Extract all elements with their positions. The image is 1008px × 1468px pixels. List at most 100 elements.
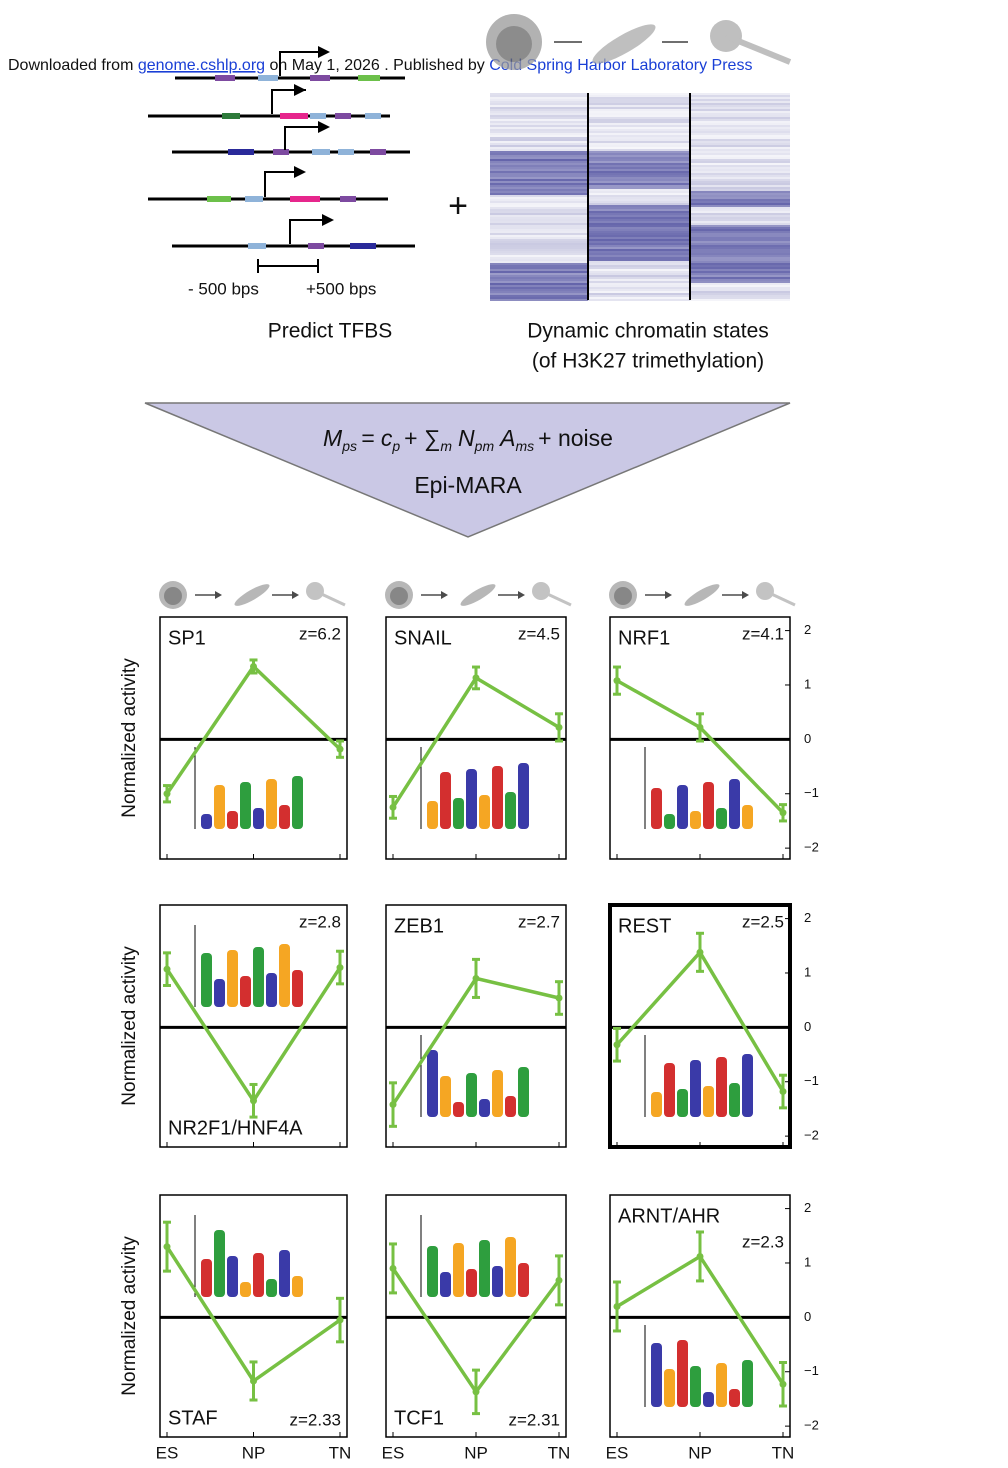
heatmap-row — [690, 159, 790, 161]
heatmap-row — [588, 129, 690, 131]
heatmap-row — [490, 105, 588, 107]
heatmap-row — [588, 191, 690, 193]
logo-letter — [240, 1282, 251, 1297]
heatmap-row — [588, 173, 690, 175]
logo-letter — [729, 1083, 740, 1117]
heatmap-row — [588, 113, 690, 115]
heatmap-row — [490, 111, 588, 113]
heatmap-row — [690, 273, 790, 275]
heatmap-row — [588, 187, 690, 189]
heatmap-row — [490, 293, 588, 295]
heatmap-row — [490, 205, 588, 207]
heatmap-row — [690, 269, 790, 271]
heatmap-row — [690, 265, 790, 267]
heatmap-row — [690, 299, 790, 301]
cell-icon — [614, 587, 632, 605]
y-tick-label: −1 — [804, 1363, 819, 1378]
activity-point — [337, 746, 344, 753]
heatmap-row — [490, 219, 588, 221]
tfbs-label: Predict TFBS — [268, 320, 392, 343]
heatmap-row — [690, 133, 790, 135]
plus-sign: + — [448, 187, 468, 225]
heatmap-row — [490, 107, 588, 109]
logo-letter — [703, 1086, 714, 1117]
heatmap-row — [690, 169, 790, 171]
heatmap-row — [588, 291, 690, 293]
y-tick-label: 1 — [804, 964, 811, 979]
heatmap-row — [490, 221, 588, 223]
heatmap-row — [490, 135, 588, 137]
heatmap-row — [690, 231, 790, 233]
heatmap-row — [490, 167, 588, 169]
heatmap-row — [490, 227, 588, 229]
heatmap-row — [588, 261, 690, 263]
figure: Downloaded from genome.cshlp.org on May … — [0, 0, 1008, 1468]
heatmap-row — [490, 225, 588, 227]
logo-letter — [453, 798, 464, 829]
logo-letter — [742, 1360, 753, 1407]
formula-part: N — [458, 425, 475, 451]
sequence-logo — [195, 1215, 303, 1297]
motif-name: NRF1 — [618, 627, 670, 649]
heatmap-row — [690, 277, 790, 279]
heatmap-row — [588, 121, 690, 123]
heatmap-row — [588, 139, 690, 141]
heatmap-row — [690, 259, 790, 261]
heatmap-row — [490, 263, 588, 265]
chromatin-label: Dynamic chromatin states — [527, 320, 769, 343]
activity-point — [614, 677, 621, 684]
logo-letter — [479, 1240, 490, 1297]
activity-point — [556, 1277, 563, 1284]
cell-icon — [682, 581, 722, 610]
heatmap-row — [588, 103, 690, 105]
header-link[interactable]: genome.cshlp.org — [138, 57, 265, 74]
logo-letter — [266, 973, 277, 1007]
heatmap-row — [490, 155, 588, 157]
heatmap-row — [690, 151, 790, 153]
activity-point — [780, 809, 787, 816]
heatmap-row — [690, 239, 790, 241]
logo-letter — [518, 763, 529, 829]
heatmap-row — [588, 215, 690, 217]
heatmap-row — [690, 275, 790, 277]
chromatin-sublabel: (of H3K27 trimethylation) — [532, 350, 764, 373]
heatmap-row — [690, 213, 790, 215]
logo-letter — [729, 779, 740, 829]
heatmap-row — [490, 195, 588, 197]
heatmap-row — [490, 193, 588, 195]
heatmap-row — [490, 279, 588, 281]
heatmap-row — [690, 131, 790, 133]
heatmap-row — [490, 215, 588, 217]
heatmap-row — [490, 249, 588, 251]
heatmap-row — [690, 233, 790, 235]
heatmap-row — [588, 219, 690, 221]
heatmap-row — [690, 245, 790, 247]
heatmap-row — [588, 183, 690, 185]
y-tick-label: 1 — [804, 676, 811, 691]
heatmap-row — [490, 147, 588, 149]
activity-point — [250, 663, 257, 670]
heatmap-row — [690, 123, 790, 125]
z-score: z=2.31 — [508, 1410, 560, 1429]
promoter-diagram — [148, 46, 415, 273]
heatmap-row — [588, 185, 690, 187]
heatmap-row — [588, 259, 690, 261]
heatmap-row — [490, 251, 588, 253]
logo-letter — [492, 766, 503, 829]
heatmap-row — [490, 163, 588, 165]
heatmap-row — [690, 105, 790, 107]
arrow-head — [665, 591, 672, 599]
formula-part: ms — [515, 438, 534, 454]
heatmap-row — [588, 255, 690, 257]
heatmap-row — [690, 179, 790, 181]
sequence-logo — [645, 1325, 753, 1407]
heatmap-row — [690, 217, 790, 219]
x-tick-label: TN — [548, 1443, 571, 1462]
heatmap-row — [588, 241, 690, 243]
heatmap-row — [490, 237, 588, 239]
heatmap-row — [490, 161, 588, 163]
heatmap-row — [490, 93, 588, 95]
y-axis-label: Normalized activity — [119, 1236, 140, 1396]
heatmap-row — [690, 125, 790, 127]
logo-letter — [505, 1096, 516, 1117]
